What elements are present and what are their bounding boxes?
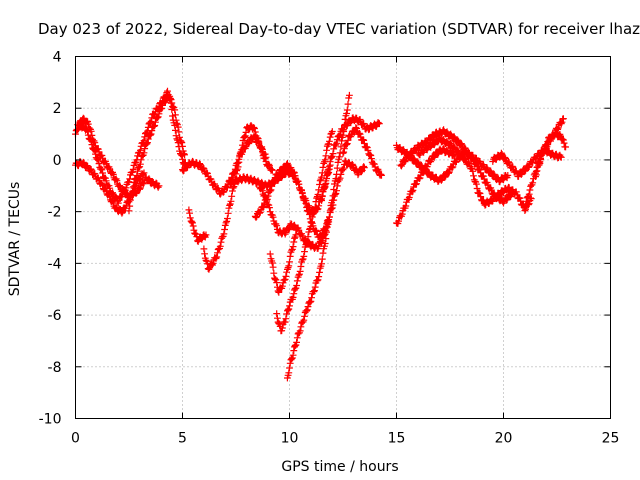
y-tick-label: 2 [53,101,62,117]
data-point-markers [185,206,210,245]
data-point-markers [125,92,191,215]
series-pass-3 [74,87,188,207]
series-pass-10 [256,183,332,252]
data-point-markers [414,134,535,214]
y-tick-label: -10 [39,412,62,428]
data-point-markers [393,145,458,227]
data-series [72,87,569,382]
y-tick-label: -8 [48,360,62,376]
chart-title: Day 023 of 2022, Sidereal Day-to-day VTE… [38,20,640,38]
data-point-markers [318,114,383,204]
data-point-markers [397,126,516,207]
series-pass-6 [185,206,210,245]
series-pass-16 [393,145,458,227]
data-point-markers [266,231,300,296]
data-point-markers [179,133,270,198]
data-point-markers [489,145,565,180]
y-tick-label: -2 [48,205,62,221]
series-pass-5 [179,133,270,198]
data-point-markers [74,87,188,207]
series-pass-20 [489,145,565,180]
x-tick-label: 0 [71,431,80,447]
tick-marks [75,56,611,419]
x-tick-labels: 0 5 10 15 20 25 [71,431,619,447]
y-axis-label: SDTVAR / TECUs [7,182,23,297]
series-pass-11 [266,231,300,296]
series-pass-22 [532,129,569,180]
x-tick-label: 15 [388,431,406,447]
y-tick-label: 4 [53,50,62,66]
data-point-markers [256,183,332,252]
y-tick-labels: -10 -8 -6 -4 -2 0 2 4 [39,50,62,428]
series-pass-18 [397,126,516,207]
series-pass-19 [414,134,535,214]
grid-lines [75,56,611,419]
series-pass-4 [125,92,191,215]
x-axis-label: GPS time / hours [281,459,398,475]
x-tick-label: 25 [602,431,620,447]
data-point-markers [273,128,336,335]
data-point-markers [339,124,385,179]
data-point-markers [532,129,569,180]
y-tick-label: -4 [48,256,62,272]
x-tick-label: 5 [178,431,187,447]
series-pass-12 [273,128,336,335]
series-pass-14 [318,114,383,204]
x-tick-label: 10 [281,431,299,447]
plot-frame [75,56,611,419]
x-tick-label: 20 [495,431,513,447]
y-tick-label: 0 [53,153,62,169]
y-tick-label: -6 [48,308,62,324]
series-pass-15 [339,124,385,179]
